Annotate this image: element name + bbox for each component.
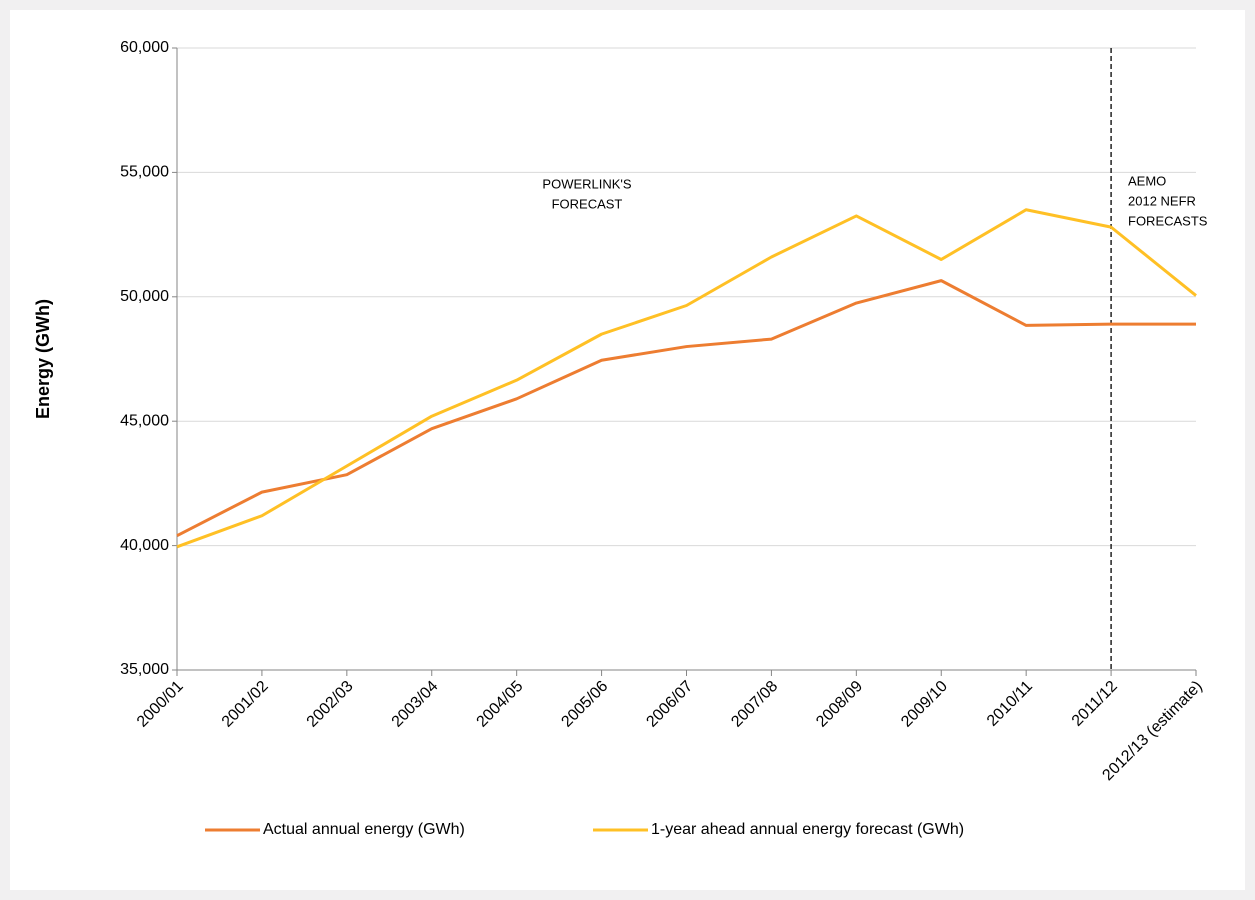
annotation: FORECASTS: [1128, 213, 1208, 228]
y-tick-label: 60,000: [120, 39, 169, 56]
series-line: [176, 279, 1196, 537]
y-tick-label: 55,000: [120, 164, 169, 181]
y-tick-label: 50,000: [120, 288, 169, 305]
chart-panel: [10, 10, 1245, 890]
legend-label: 1-year ahead annual energy forecast (GWh…: [651, 821, 964, 838]
y-axis-label: Energy (GWh): [33, 299, 53, 419]
series-line: [176, 208, 1197, 549]
y-tick-label: 40,000: [120, 537, 169, 554]
annotation: FORECAST: [552, 196, 623, 211]
annotation: POWERLINK'S: [542, 176, 631, 191]
annotation: AEMO: [1128, 173, 1166, 188]
y-tick-label: 35,000: [120, 661, 169, 678]
annotation: 2012 NEFR: [1128, 193, 1196, 208]
legend-label: Actual annual energy (GWh): [263, 821, 465, 838]
y-tick-label: 45,000: [120, 412, 169, 429]
